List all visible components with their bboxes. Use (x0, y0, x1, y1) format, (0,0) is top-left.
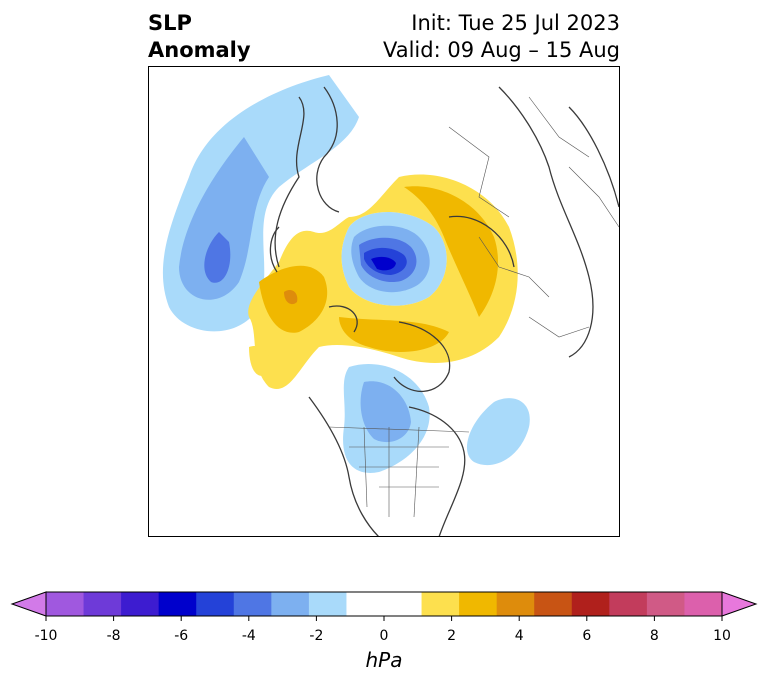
colorbar-unit: hPa (365, 648, 403, 672)
map-title: SLP Anomaly (148, 10, 251, 64)
colorbar-cell (308, 592, 347, 616)
colorbar-cell (83, 592, 122, 616)
colorbar-cell (459, 592, 498, 616)
colorbar-cell (46, 592, 85, 616)
colorbar-tick-label: 10 (713, 628, 731, 644)
arctic-low-anomaly (341, 212, 447, 306)
colorbar-cell (571, 592, 610, 616)
colorbar-cell (233, 592, 272, 616)
colorbar-cell (534, 592, 573, 616)
colorbar-tick-label: -2 (309, 628, 324, 644)
colorbar-extend-low (10, 591, 47, 617)
borders (328, 96, 619, 518)
valid-range: Valid: 09 Aug – 15 Aug (382, 38, 620, 62)
colorbar-tick-label: 8 (649, 628, 659, 644)
colorbar-cell (121, 592, 160, 616)
polar-map (148, 66, 620, 537)
pacific-low-anomaly (162, 75, 359, 332)
colorbar (10, 591, 758, 621)
title-quantity: Anomaly (148, 38, 251, 62)
colorbar-tick-label: -8 (106, 628, 121, 644)
colorbar-tick-label: -10 (34, 628, 58, 644)
title-variable: SLP (148, 11, 192, 35)
colorbar-cell (421, 592, 460, 616)
colorbar-cell (496, 592, 535, 616)
colorbar-cell (684, 592, 723, 616)
colorbar-cell (158, 592, 197, 616)
forecast-dates: Init: Tue 25 Jul 2023 Valid: 09 Aug – 15… (383, 10, 620, 64)
anomaly-map-svg (162, 75, 619, 536)
init-date: Init: Tue 25 Jul 2023 (411, 11, 620, 35)
colorbar-cell (346, 592, 385, 616)
colorbar-tick-label: -6 (174, 628, 189, 644)
colorbar-extend-high (721, 591, 758, 617)
colorbar-tick-label: -4 (241, 628, 256, 644)
colorbar-cell (609, 592, 648, 616)
colorbar-tick-label: 2 (447, 628, 457, 644)
colorbar-cell (384, 592, 423, 616)
colorbar-cell (196, 592, 235, 616)
colorbar-tick-label: 6 (582, 628, 592, 644)
colorbar-cell (646, 592, 685, 616)
colorbar-tick-label: 0 (379, 628, 389, 644)
north-america-low-anomaly (343, 363, 530, 473)
colorbar-tick-label: 4 (514, 628, 524, 644)
coastlines (269, 86, 619, 536)
colorbar-cell (271, 592, 310, 616)
